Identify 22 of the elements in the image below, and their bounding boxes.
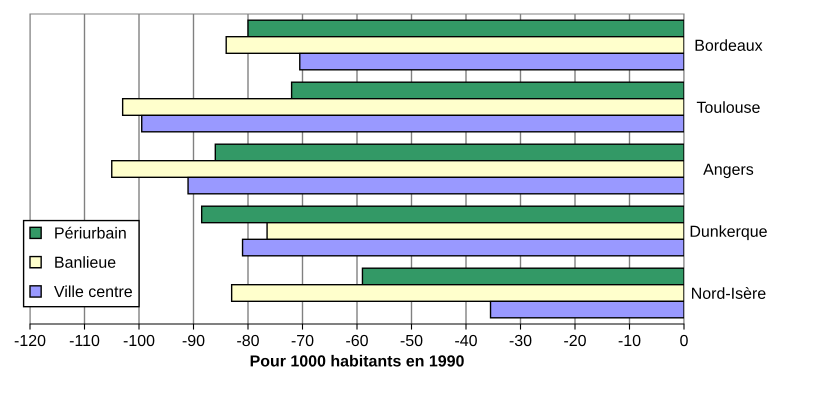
- x-axis-title: Pour 1000 habitants en 1990: [250, 354, 464, 367]
- x-tick-label: -30: [510, 334, 532, 346]
- x-tick-label: -60: [346, 334, 368, 346]
- x-tick-label: -40: [455, 334, 477, 346]
- x-tick-label: -90: [182, 334, 204, 346]
- x-tick-label: -10: [618, 334, 640, 346]
- x-tick-label: -20: [564, 334, 586, 346]
- y-tick-label: Dunkerque: [690, 225, 767, 240]
- x-tick-label: -110: [70, 334, 100, 346]
- legend-label: Ville centre: [54, 285, 132, 298]
- y-tick-label: Angers: [703, 164, 754, 178]
- x-tick-label: 0: [680, 334, 688, 346]
- x-tick-label: -100: [124, 334, 154, 346]
- x-tick-label: -80: [237, 334, 259, 346]
- legend-label: Banlieue: [55, 256, 116, 268]
- x-tick-label: -70: [292, 334, 314, 346]
- y-tick-label: Bordeaux: [696, 39, 762, 51]
- y-tick-label: Nord-Isère: [692, 287, 766, 299]
- legend-label: Périurbain: [55, 226, 126, 239]
- x-tick-label: -50: [400, 334, 422, 346]
- x-tick-label: -120: [14, 334, 46, 346]
- y-tick-label: Toulouse: [696, 101, 760, 113]
